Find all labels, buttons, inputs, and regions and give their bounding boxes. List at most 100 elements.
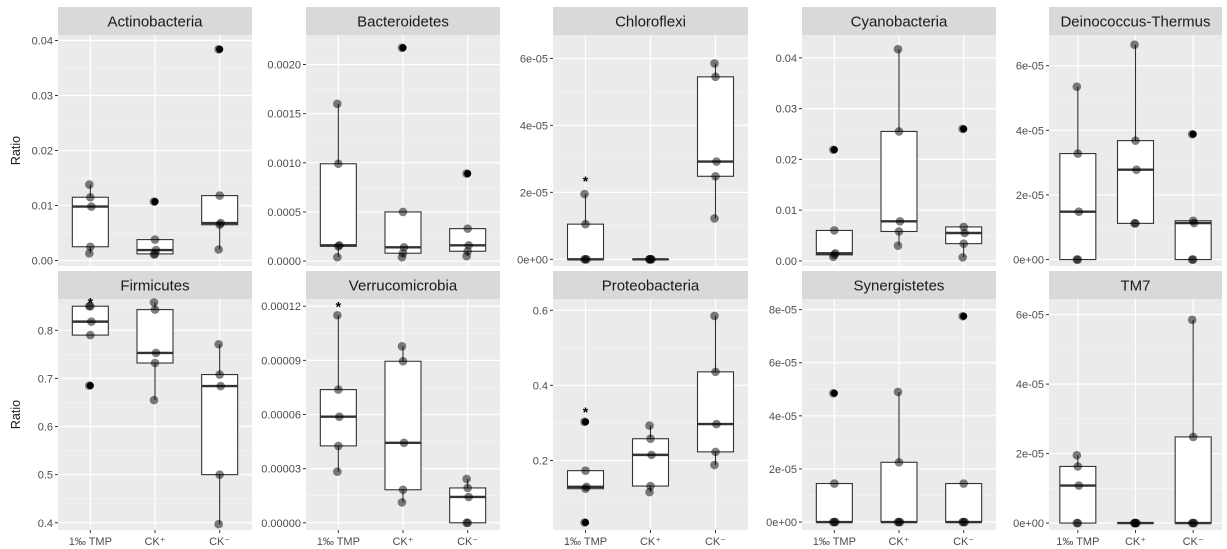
y-tick-label: 0.00 [32,256,53,268]
significance-marker: * [583,173,589,189]
data-point [580,189,589,199]
data-point [87,317,96,326]
x-tick-label: 1‰ TMP [564,536,607,548]
y-tick-label: 0.03 [776,104,797,116]
y-tick-label: 0.5 [38,470,53,482]
y-tick-label: 0.02 [776,154,797,166]
y-tick-label: 0.6 [533,305,548,317]
data-point [150,305,160,314]
data-point [398,485,408,495]
data-point [582,482,591,492]
panel-chloroflexi: Chloroflexi 0e+00 2e-05 4e-05 6e-05 * [517,7,748,266]
y-tick-label: 0.01 [32,201,53,213]
y-tick-label: 0.01 [776,205,797,217]
data-point [334,441,343,451]
panel-tm7: TM7 0e+00 2e-05 4e-05 6e-05 1‰ TMP CK⁺ CK⁻ [1013,271,1222,548]
box-iqr [1059,465,1097,524]
box-synergistetes-0 [815,388,853,527]
box-deinococcus-thermus-2 [1174,129,1212,264]
facet-strip [802,271,996,299]
y-tick-label: 0.0010 [267,158,301,170]
x-tick-label: 1‰ TMP [317,536,360,548]
data-point [1074,207,1084,217]
x-tick-label: CK⁻ [705,536,726,548]
y-tick-label: 0.00012 [261,301,301,313]
data-point [215,470,224,479]
facet-strip [553,271,748,299]
data-point [894,127,904,136]
data-point [958,311,967,321]
box-iqr [1116,140,1155,224]
facet-title: Verrucomicrobia [349,278,458,295]
data-point [829,388,838,398]
data-point [398,207,408,217]
y-tick-label: 8e-05 [769,305,797,317]
y-tick-label: 0.03 [32,91,53,103]
data-point [151,245,161,255]
y-tick-label: 0.2 [533,456,548,468]
data-point [86,330,95,340]
box-chloroflexi-1 [631,255,670,264]
box-synergistetes-1 [880,387,918,527]
facet-strip [58,7,252,35]
data-point [831,517,840,527]
y-tick-label: 0.00 [776,256,797,268]
panel-bacteroidetes: Bacteroidetes 0.0000 0.0005 0.0010 0.0015 0.0… [267,7,500,268]
data-point [1130,518,1139,528]
x-tick-label: CK⁻ [953,536,974,548]
facet-title: Firmicutes [120,278,189,295]
data-point [1131,136,1140,145]
data-point [86,242,95,252]
y-tick-label: 6e-05 [1016,61,1044,73]
y-tick-label: 0e+00 [1013,518,1044,530]
significance-marker: * [88,294,94,310]
data-point [582,255,591,264]
box-tm7-0 [1059,451,1097,528]
data-point [645,421,654,430]
y-tick-label: 0.04 [776,53,797,65]
box-synergistetes-2 [945,311,983,527]
data-point [893,241,903,250]
y-axis-title-row-1: Ratio [9,136,23,165]
data-point [87,202,96,211]
data-point [647,450,656,460]
data-point [1132,165,1141,175]
data-point [85,180,94,189]
data-point [150,358,160,368]
data-point [1073,149,1083,158]
data-point [463,224,472,233]
y-tick-label: 0.04 [32,36,53,48]
facet-title: TM7 [1121,278,1151,295]
box-actinobacteria-2 [201,45,239,254]
data-point [1189,518,1199,528]
facet-title: Deinococcus-Thermus [1060,14,1210,31]
data-point [1072,451,1082,460]
data-point [215,191,224,200]
data-point [85,249,94,258]
box-bacteroidetes-1 [384,43,422,262]
x-tick-label: CK⁺ [1125,536,1146,548]
data-point [829,145,838,155]
data-point [1073,255,1083,264]
data-point [335,412,344,421]
y-tick-label: 6e-05 [520,53,548,65]
panel-synergistetes: Synergistetes 0e+00 2e-05 4e-05 6e-05 8e-05 1‰… [766,271,996,548]
data-point [959,479,968,488]
x-tick-label: CK⁻ [1183,536,1204,548]
data-point [214,245,223,254]
box-verrucomicrobia-0 [319,310,357,477]
box-iqr [1174,436,1212,524]
facet-strip [1049,7,1222,35]
panel-cyanobacteria: Cyanobacteria 0.00 0.01 0.02 0.03 0.04 [776,7,996,268]
data-point [894,457,904,467]
box-deinococcus-thermus-0 [1059,82,1097,264]
data-point [397,43,407,53]
data-point [710,59,719,68]
data-point [645,255,654,264]
x-tick-label: CK⁻ [209,536,230,548]
box-iqr [384,360,422,491]
y-tick-label: 0.00003 [261,464,301,476]
data-point [960,517,969,527]
facet-title: Cyanobacteria [851,14,948,31]
y-tick-label: 0.00006 [261,410,301,422]
